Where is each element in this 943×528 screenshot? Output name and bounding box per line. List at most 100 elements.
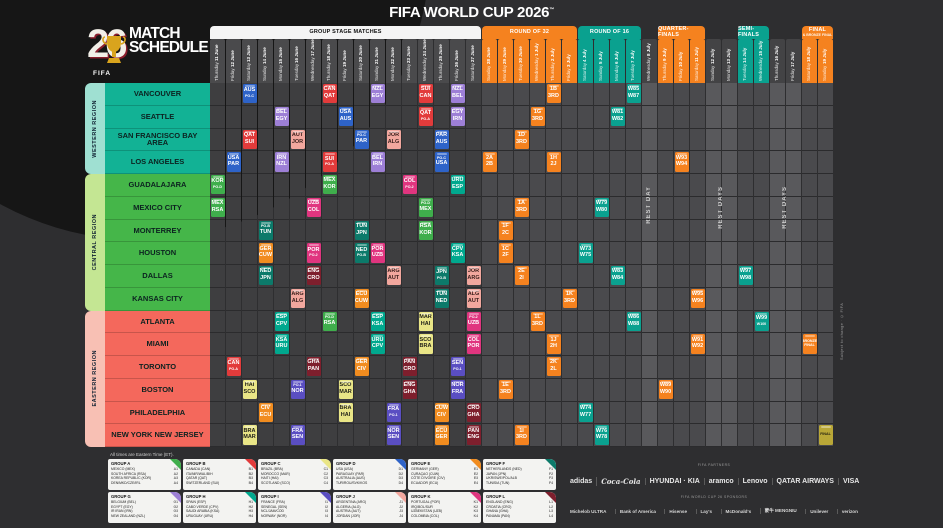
date-header-18-June: Thursday 18 June — [322, 39, 337, 83]
match-cell: BRA MAR — [242, 425, 257, 445]
match-cell-header — [228, 153, 239, 156]
team-code: QAT — [419, 110, 432, 117]
day-cell — [738, 310, 753, 334]
day-cell — [706, 378, 721, 402]
day-cell — [722, 333, 737, 356]
team-code: 3RD — [547, 93, 559, 100]
group-team-row: TUR/ROU/SVK/KOS D4 — [336, 481, 403, 486]
team-code: CRO — [403, 366, 416, 373]
day-cell: ARG AUT — [386, 265, 401, 288]
team-code: ARG — [291, 291, 304, 298]
team-position: H4 — [248, 514, 253, 519]
date-header-1-July: Wednesday 1 July — [530, 39, 545, 83]
match-cell: KOR PO-D — [210, 175, 225, 195]
day-cell — [354, 310, 369, 334]
day-cell — [626, 219, 641, 243]
team-name: NEW ZEALAND (NZL) — [111, 514, 146, 519]
team-position: L3 — [549, 509, 553, 514]
team-code: URU — [371, 336, 384, 343]
day-cell — [290, 401, 305, 425]
match-cell-header — [308, 358, 319, 360]
day-cell — [578, 196, 593, 220]
day-cell — [594, 287, 609, 311]
day-cell — [642, 310, 657, 334]
day-cell — [210, 424, 225, 447]
day-cell: FRA PO-1 — [386, 401, 401, 425]
day-cell — [354, 151, 369, 174]
day-cell — [450, 151, 465, 174]
day-cell: 1B 3RD — [546, 83, 561, 106]
day-cell — [402, 310, 417, 334]
day-cell: PO-D RSA — [322, 310, 337, 334]
day-cell — [434, 356, 449, 379]
day-cell — [402, 424, 417, 447]
team-code: 2I — [519, 275, 524, 282]
day-cell — [370, 128, 385, 152]
day-cell — [770, 128, 785, 152]
region-rows: ATLANTA ESP CPV PO-D RSA ESP KSA MAR HAI PO-2 UZB 1… — [105, 310, 836, 447]
day-cell — [546, 310, 561, 334]
match-cell-header — [260, 221, 271, 224]
match-cell-header — [548, 335, 559, 338]
schedule-grid: GROUP STAGE MATCHES ROUND OF 32 ROUND OF 1… — [85, 26, 836, 447]
day-cell — [786, 287, 801, 311]
match-cell: W81 W82 — [610, 106, 625, 126]
group-box-k: GROUP K PORTUGAL (POR) K1 IRQ/BOL/SUR K2 UZBE… — [408, 492, 481, 523]
match-cell-header — [260, 244, 271, 247]
match-cell-header — [596, 198, 607, 201]
match-cell: PO-1 NOR — [290, 379, 305, 399]
team-name: ECUADOR (ECU) — [411, 481, 439, 486]
city-label: NEW YORK NEW JERSEY — [105, 424, 210, 447]
match-cell-header — [292, 130, 303, 133]
day-cell — [674, 242, 689, 265]
day-cell — [530, 265, 545, 288]
match-cell: ARG AUT — [386, 266, 401, 286]
match-cell-header — [548, 358, 559, 360]
day-cell — [738, 174, 753, 197]
team-code: 1F — [502, 222, 509, 229]
match-cell-header — [468, 267, 479, 269]
match-cell: USA PAR — [226, 152, 241, 172]
day-cell — [274, 219, 289, 243]
group-title: GROUP E — [411, 461, 431, 466]
group-team-row: SCOTLAND (SCO) C4 — [261, 481, 328, 486]
day-cell — [562, 378, 577, 402]
day-cell: SUI CAN — [418, 83, 433, 106]
city-label: LOS ANGELES — [105, 151, 210, 174]
team-code: PAN — [307, 366, 320, 373]
match-cell-header — [820, 426, 831, 429]
match-cell: SUI PO-A — [322, 152, 337, 172]
rest-day-label: REST DAY — [646, 186, 652, 224]
match-cell: FINAL — [818, 425, 833, 445]
day-cell — [802, 310, 817, 334]
date-header-text: Friday 26 June — [454, 50, 460, 81]
team-code: SUI — [244, 138, 255, 145]
match-cell: W97 W98 — [738, 266, 753, 286]
team-name: NCL/JAM/COD — [261, 509, 284, 514]
team-code: MEX — [211, 200, 224, 207]
group-title: GROUP C — [261, 461, 281, 466]
day-cell — [738, 105, 753, 129]
day-cell — [722, 356, 737, 379]
day-cell — [770, 310, 785, 334]
date-header-text: Saturday 18 July — [806, 46, 812, 81]
group-color-corner — [545, 492, 556, 503]
day-cell — [802, 378, 817, 402]
team-code: CIV — [436, 411, 447, 418]
city-label: SAN FRANCISCO BAY AREA — [105, 128, 210, 152]
team-code: QAT — [243, 131, 256, 138]
day-cell — [210, 128, 225, 152]
team-code: 2F — [502, 252, 509, 259]
team-code: NOR — [291, 387, 304, 394]
day-cell — [210, 83, 225, 106]
day-cell — [706, 401, 721, 425]
day-cell — [482, 242, 497, 265]
day-cell — [482, 310, 497, 334]
team-name: JAPAN (JPN) — [486, 471, 507, 476]
match-cell-header — [356, 130, 367, 133]
match-cell: 1I 3RD — [514, 425, 529, 445]
day-cell — [546, 242, 561, 265]
match-cell-header — [676, 153, 687, 156]
day-cell — [578, 174, 593, 197]
day-cell — [594, 219, 609, 243]
